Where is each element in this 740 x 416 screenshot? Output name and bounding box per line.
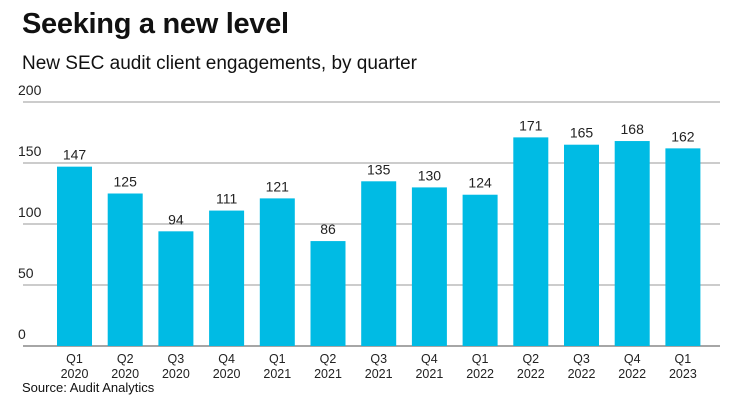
x-tick-label: 2020 bbox=[61, 367, 89, 381]
x-tick-label: 2021 bbox=[263, 367, 291, 381]
x-tick-label: 2022 bbox=[568, 367, 596, 381]
x-tick-label: Q2 bbox=[117, 352, 134, 366]
bar bbox=[209, 210, 245, 346]
bar bbox=[310, 241, 346, 346]
data-label: 135 bbox=[367, 161, 391, 177]
data-label: 171 bbox=[519, 117, 543, 133]
x-tick-label: Q1 bbox=[472, 352, 489, 366]
bar bbox=[158, 231, 194, 346]
bar bbox=[564, 144, 599, 346]
data-label: 165 bbox=[570, 125, 594, 141]
x-tick-label: 2021 bbox=[314, 367, 342, 381]
data-label: 111 bbox=[216, 191, 237, 207]
y-tick-label: 0 bbox=[18, 326, 26, 342]
bar bbox=[107, 193, 143, 346]
x-tick-label: 2021 bbox=[365, 367, 393, 381]
x-tick-label: Q4 bbox=[624, 352, 641, 366]
bar bbox=[462, 194, 498, 346]
x-tick-label: 2023 bbox=[669, 367, 697, 381]
x-tick-label: Q1 bbox=[675, 352, 692, 366]
x-tick-label: 2020 bbox=[111, 367, 139, 381]
x-tick-label: Q2 bbox=[320, 352, 337, 366]
bar bbox=[665, 148, 701, 346]
data-label: 162 bbox=[671, 128, 695, 144]
data-label: 94 bbox=[168, 211, 184, 227]
x-tick-label: Q2 bbox=[522, 352, 539, 366]
y-tick-label: 50 bbox=[18, 265, 34, 281]
source-note: Source: Audit Analytics bbox=[22, 380, 155, 395]
x-tick-label: 2022 bbox=[466, 367, 494, 381]
x-tick-label: Q3 bbox=[168, 352, 185, 366]
x-tick-label: 2021 bbox=[415, 367, 443, 381]
x-tick-label: Q4 bbox=[218, 352, 235, 366]
data-label: 121 bbox=[266, 178, 290, 194]
y-tick-label: 200 bbox=[18, 82, 42, 98]
bar bbox=[361, 181, 397, 346]
x-tick-label: 2020 bbox=[213, 367, 241, 381]
x-tick-label: Q4 bbox=[421, 352, 438, 366]
x-tick-label: Q3 bbox=[370, 352, 387, 366]
bar bbox=[259, 198, 295, 346]
x-tick-label: Q1 bbox=[269, 352, 286, 366]
chart-subtitle: New SEC audit client engagements, by qua… bbox=[22, 53, 417, 74]
bar bbox=[57, 166, 92, 346]
y-tick-label: 100 bbox=[18, 204, 42, 220]
bar bbox=[614, 141, 650, 346]
x-tick-label: Q1 bbox=[66, 352, 83, 366]
data-label: 130 bbox=[418, 167, 442, 183]
bar bbox=[411, 187, 447, 346]
y-tick-label: 150 bbox=[18, 143, 42, 159]
x-tick-label: 2022 bbox=[517, 367, 545, 381]
bar bbox=[513, 137, 549, 346]
chart-title: Seeking a new level bbox=[22, 8, 289, 40]
data-label: 124 bbox=[468, 175, 492, 191]
x-tick-label: 2022 bbox=[618, 367, 646, 381]
data-label: 86 bbox=[320, 221, 336, 237]
data-label: 147 bbox=[63, 147, 87, 163]
data-label: 125 bbox=[114, 174, 138, 190]
x-tick-label: 2020 bbox=[162, 367, 190, 381]
x-tick-label: Q3 bbox=[573, 352, 590, 366]
data-label: 168 bbox=[621, 121, 645, 137]
